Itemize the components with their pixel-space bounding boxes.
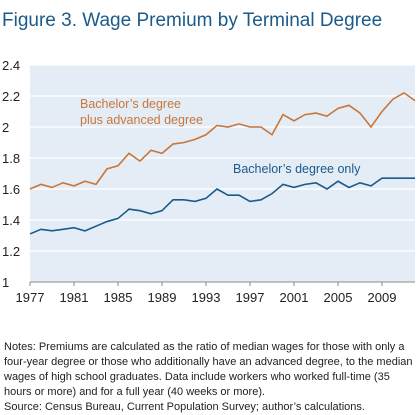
y-tick-label: 2.2 bbox=[2, 89, 20, 104]
series-line bbox=[29, 177, 415, 235]
x-tick-label: 1977 bbox=[16, 290, 45, 305]
x-tick-label: 1981 bbox=[60, 290, 89, 305]
y-tick-label: 1.6 bbox=[2, 182, 20, 197]
source-text: Source: Census Bureau, Current Populatio… bbox=[4, 401, 365, 413]
x-tick-label: 2005 bbox=[324, 290, 353, 305]
chart-title: Figure 3. Wage Premium by Terminal Degre… bbox=[2, 10, 382, 31]
y-tick-label: 1.2 bbox=[2, 244, 20, 259]
series-annotation: Bachelor’s degree only bbox=[233, 162, 361, 176]
x-tick-label: 2001 bbox=[280, 290, 309, 305]
notes-text: Notes: Premiums are calculated as the ra… bbox=[4, 341, 413, 398]
x-tick-label: 2009 bbox=[368, 290, 397, 305]
y-tick-label: 2 bbox=[2, 120, 9, 135]
notes: Notes: Premiums are calculated as the ra… bbox=[4, 340, 416, 415]
y-tick-label: 1.4 bbox=[2, 213, 20, 228]
x-tick-label: 1985 bbox=[104, 290, 133, 305]
plot-background bbox=[30, 65, 415, 282]
x-tick-label: 1993 bbox=[192, 290, 221, 305]
y-tick-label: 1.8 bbox=[2, 151, 20, 166]
series-annotation: Bachelor’s degree plus advanced degree bbox=[80, 97, 204, 127]
y-tick-label: 2.4 bbox=[2, 58, 20, 73]
x-tick-label: 1989 bbox=[148, 290, 177, 305]
series-line bbox=[29, 91, 416, 190]
chart: Figure 3. Wage Premium by Terminal Degre… bbox=[2, 10, 416, 305]
x-tick-label: 1997 bbox=[236, 290, 265, 305]
y-tick-label: 1 bbox=[2, 275, 9, 290]
